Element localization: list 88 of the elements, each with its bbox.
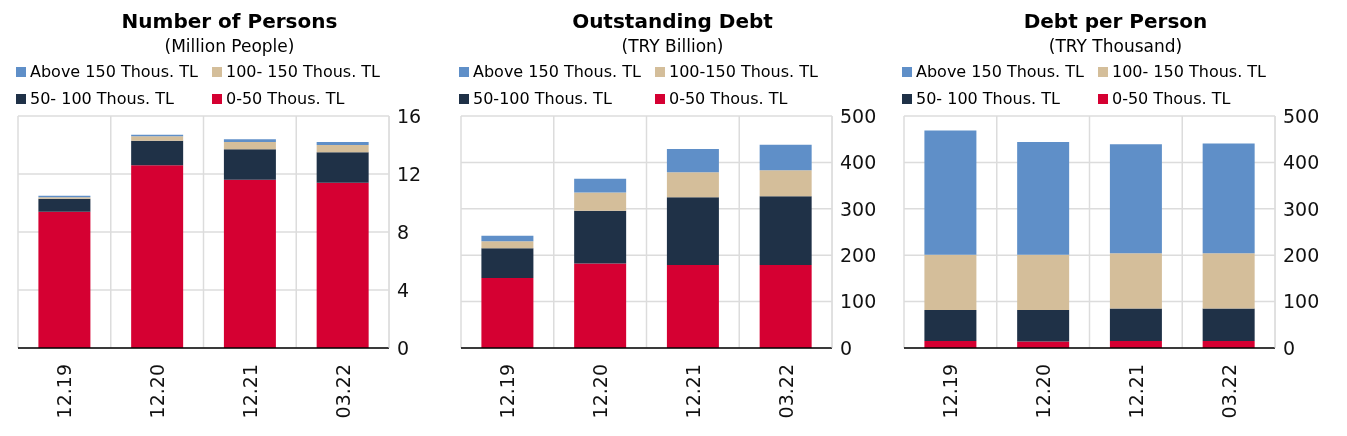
bar [666, 197, 719, 265]
bar [1017, 309, 1070, 342]
x-tick-label: 12.21 [238, 364, 261, 419]
bar [574, 178, 627, 193]
y-tick-label: 4 [397, 278, 410, 301]
bar [316, 142, 369, 145]
bar [131, 140, 184, 166]
bar [574, 263, 627, 348]
bar [38, 198, 91, 212]
bar [131, 136, 184, 141]
bar [1109, 253, 1162, 309]
legend-label: 100-150 Thous. TL [668, 62, 818, 81]
x-tick-label: 03.22 [1217, 364, 1240, 419]
y-tick-label: 400 [1283, 151, 1320, 174]
bar [759, 264, 812, 348]
y-tick-label: 300 [1283, 197, 1320, 220]
chart-subtitle: (TRY Billion) [620, 35, 725, 58]
bar [924, 309, 977, 342]
x-tick-label: 12.19 [939, 364, 962, 419]
chart-title: Number of Persons [120, 8, 339, 34]
chart-title: Outstanding Debt [571, 8, 774, 34]
bar [666, 264, 719, 348]
legend-label: 50- 100 Thous. TL [30, 89, 174, 108]
legend-label: 50- 100 Thous. TL [916, 89, 1060, 108]
bar [666, 172, 719, 198]
bar [924, 130, 977, 255]
bar [316, 182, 369, 348]
legend-label: Above 150 Thous. TL [916, 62, 1084, 81]
bar [1017, 254, 1070, 310]
y-tick-label: 300 [840, 197, 877, 220]
bar [316, 145, 369, 153]
y-tick-label: 200 [840, 243, 877, 266]
y-tick-label: 12 [397, 162, 422, 185]
x-tick-label: 12.20 [1032, 364, 1055, 419]
bar [481, 277, 534, 348]
bar [574, 210, 627, 264]
bar [759, 170, 812, 197]
bar [131, 165, 184, 348]
bar [316, 152, 369, 183]
x-tick-label: 12.21 [1124, 364, 1147, 419]
bar [1202, 308, 1255, 342]
x-tick-label: 03.22 [774, 364, 797, 419]
bar [1109, 144, 1162, 254]
bar [481, 235, 534, 242]
x-tick-label: 12.20 [146, 364, 169, 419]
bar [223, 149, 276, 180]
legend-label: 100- 150 Thous. TL [225, 62, 381, 81]
x-tick-label: 12.19 [496, 364, 519, 419]
bar [223, 139, 276, 143]
y-tick-label: 8 [397, 220, 410, 243]
bar [223, 142, 276, 150]
x-tick-label: 12.19 [53, 364, 76, 419]
y-tick-label: 0 [1283, 336, 1296, 359]
chart-title: Debt per Person [1022, 8, 1209, 34]
bar [759, 196, 812, 265]
bar [924, 254, 977, 310]
y-tick-label: 100 [840, 290, 877, 313]
y-tick-label: 200 [1283, 243, 1320, 266]
legend-label: 0-50 Thous. TL [668, 89, 788, 108]
bar [1109, 308, 1162, 342]
legend-label: 50-100 Thous. TL [473, 89, 612, 108]
legend-label: Above 150 Thous. TL [473, 62, 641, 81]
y-tick-label: 500 [840, 104, 877, 127]
x-tick-label: 12.21 [681, 364, 704, 419]
bar [481, 248, 534, 278]
bar [1202, 143, 1255, 254]
chart-subtitle: (Million People) [163, 35, 296, 58]
x-tick-label: 03.22 [331, 364, 354, 419]
legend-label: 100- 150 Thous. TL [1111, 62, 1267, 81]
bar [223, 179, 276, 348]
y-tick-label: 500 [1283, 104, 1320, 127]
bar [1017, 141, 1070, 255]
bar [666, 148, 719, 173]
chart-subtitle: (TRY Thousand) [1047, 35, 1184, 58]
bar [481, 241, 534, 249]
legend-label: 0-50 Thous. TL [225, 89, 345, 108]
y-tick-label: 0 [397, 336, 410, 359]
legend-label: 0-50 Thous. TL [1111, 89, 1231, 108]
y-tick-label: 100 [1283, 290, 1320, 313]
bar [38, 211, 91, 348]
y-tick-label: 16 [397, 104, 422, 127]
bar [759, 144, 812, 171]
y-tick-label: 0 [840, 336, 853, 359]
y-tick-label: 400 [840, 151, 877, 174]
bar [574, 192, 627, 211]
x-tick-label: 12.20 [589, 364, 612, 419]
bar [1202, 253, 1255, 309]
legend-label: Above 150 Thous. TL [30, 62, 198, 81]
